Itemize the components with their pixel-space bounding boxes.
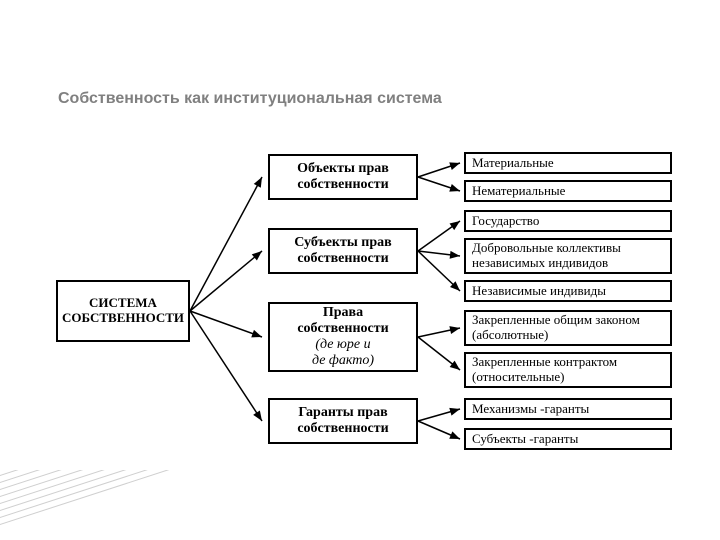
page-title: Собственность как институциональная сист… xyxy=(58,90,442,108)
node-mid2: Субъекты прав собственности xyxy=(268,228,418,274)
node-r9: Субъекты -гаранты xyxy=(464,428,672,450)
node-mid4-label: Гаранты прав собственности xyxy=(270,405,416,437)
node-root: СИСТЕМА СОБСТВЕННОСТИ xyxy=(56,280,190,342)
node-r4-label: Добровольные коллективы независимых инди… xyxy=(472,241,670,271)
node-r2: Нематериальные xyxy=(464,180,672,202)
node-mid3-line3: (де юре и xyxy=(270,337,416,353)
node-mid4: Гаранты прав собственности xyxy=(268,398,418,444)
node-r4: Добровольные коллективы независимых инди… xyxy=(464,238,672,274)
node-r5: Независимые индивиды xyxy=(464,280,672,302)
node-r6: Закрепленные общим законом (абсолютные) xyxy=(464,310,672,346)
node-mid3-line4: де факто) xyxy=(270,353,416,369)
node-mid3: Права собственности (де юре и де факто) xyxy=(268,302,418,372)
node-r1-label: Материальные xyxy=(472,156,554,171)
node-r9-label: Субъекты -гаранты xyxy=(472,432,578,447)
node-r6-label: Закрепленные общим законом (абсолютные) xyxy=(472,313,670,343)
node-root-label: СИСТЕМА СОБСТВЕННОСТИ xyxy=(58,296,188,326)
node-r1: Материальные xyxy=(464,152,672,174)
node-r8: Механизмы -гаранты xyxy=(464,398,672,420)
node-mid2-label: Субъекты прав собственности xyxy=(270,235,416,267)
node-r3-label: Государство xyxy=(472,214,539,229)
node-r7: Закрепленные контрактом (относительные) xyxy=(464,352,672,388)
node-mid1: Объекты прав собственности xyxy=(268,154,418,200)
node-r5-label: Независимые индивиды xyxy=(472,284,606,299)
node-r8-label: Механизмы -гаранты xyxy=(472,402,589,417)
node-mid1-label: Объекты прав собственности xyxy=(270,161,416,193)
node-r2-label: Нематериальные xyxy=(472,184,565,199)
node-r3: Государство xyxy=(464,210,672,232)
node-mid3-line2: собственности xyxy=(270,321,416,337)
node-r7-label: Закрепленные контрактом (относительные) xyxy=(472,355,670,385)
node-mid3-line1: Права xyxy=(270,305,416,321)
decor-hatching xyxy=(0,470,180,540)
